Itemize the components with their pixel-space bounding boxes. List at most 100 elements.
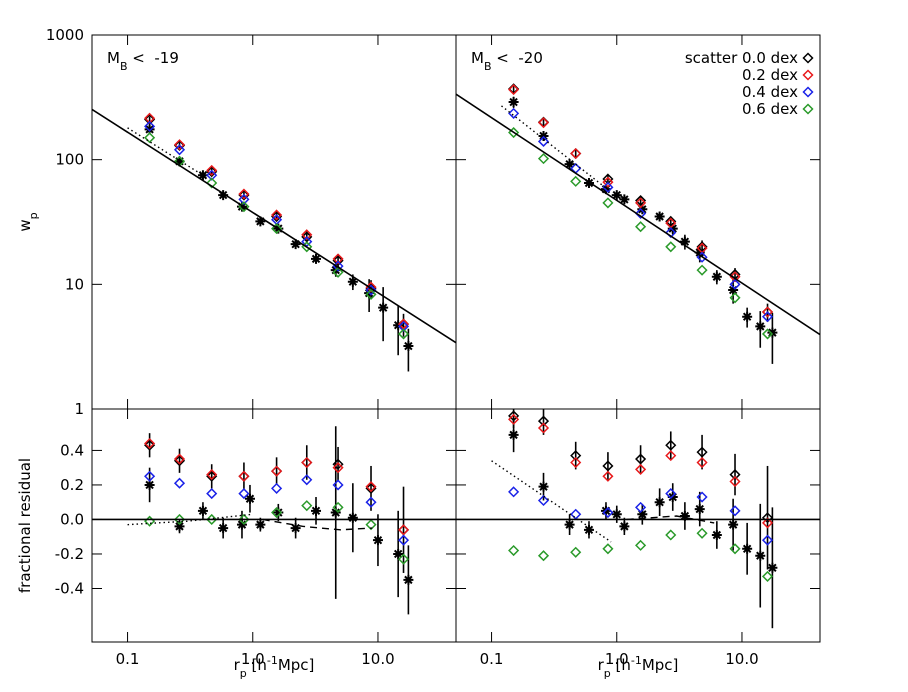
star-point <box>218 523 229 534</box>
diamond-point <box>365 288 377 300</box>
star-point <box>347 276 358 287</box>
plot-area <box>456 409 820 629</box>
panel-annotation-part: M <box>107 49 120 67</box>
star-point <box>508 429 519 440</box>
panel-annotation: MB < -20 <box>471 49 543 73</box>
star-point <box>654 211 665 222</box>
diamond-point <box>729 505 741 517</box>
diamond-point <box>365 496 377 508</box>
diamond-point <box>206 513 218 526</box>
diamond-point <box>635 453 647 465</box>
star-point <box>728 285 739 296</box>
star-point <box>144 479 155 490</box>
diamond-point <box>144 470 156 482</box>
diamond-point <box>332 458 344 470</box>
diamond-point <box>761 517 774 529</box>
x-axis-label-part: [h <box>611 656 631 674</box>
diamond-point <box>206 469 218 481</box>
x-tick-label: 1.0 <box>241 650 265 668</box>
x-tick-label: 1.0 <box>605 650 629 668</box>
diamond-point <box>173 455 186 467</box>
diamond-point <box>206 169 218 181</box>
diamond-point <box>570 546 582 558</box>
star-point <box>290 523 301 534</box>
line-solid <box>456 93 820 336</box>
panel-annotation-part: B <box>120 60 128 73</box>
legend-label: 0.2 dex <box>742 66 798 84</box>
legend-marker <box>802 86 814 98</box>
y-axis-label: wp <box>16 212 40 231</box>
star-point <box>144 124 155 135</box>
diamond-point <box>729 543 741 555</box>
diamond-point <box>238 488 250 500</box>
x-tick-label: 0.1 <box>480 650 504 668</box>
diamond-point <box>206 166 218 178</box>
star-point <box>255 216 266 227</box>
diamond-point <box>332 266 344 278</box>
diamond-point <box>173 513 186 526</box>
diamond-point <box>665 488 677 500</box>
diamond-point <box>537 550 550 562</box>
star-point <box>742 543 753 554</box>
star-point <box>711 271 722 282</box>
diamond-point <box>537 117 550 129</box>
diamond-point <box>301 474 313 486</box>
diamond-point <box>602 176 614 188</box>
y-axis-label-part: w <box>16 219 34 231</box>
panel-annotation: MB < -19 <box>107 49 179 73</box>
diamond-point <box>332 462 344 474</box>
diamond-point <box>635 207 647 220</box>
star-point <box>174 156 185 167</box>
panel-annotation-part: B <box>484 60 492 73</box>
x-axis-label-part: p <box>240 667 247 680</box>
star-point <box>755 550 766 561</box>
x-tick-label: 10.0 <box>361 650 394 668</box>
legend-label: scatter 0.0 dex <box>685 49 798 67</box>
star-point <box>611 190 622 201</box>
y-tick-label: -0.4 <box>55 579 84 597</box>
star-point <box>583 524 594 535</box>
star-point <box>330 507 341 518</box>
diamond-point <box>729 278 741 290</box>
star-point <box>679 511 690 522</box>
star-point <box>236 519 247 530</box>
diamond-point <box>635 463 647 475</box>
diamond-point <box>761 512 774 524</box>
diamond-point <box>397 534 410 546</box>
line-dashed <box>626 515 715 524</box>
x-tick-label: 10.0 <box>725 650 758 668</box>
diamond-point <box>537 422 550 434</box>
diamond-point <box>602 470 614 482</box>
y-axis-label-part: fractional residual <box>16 458 34 593</box>
x-axis-label-part: -1 <box>631 654 642 667</box>
diamond-point <box>238 188 250 200</box>
diamond-point <box>602 506 614 519</box>
diamond-point <box>271 210 283 223</box>
star-point <box>694 504 705 515</box>
diamond-point <box>271 223 283 235</box>
diamond-point <box>602 181 614 193</box>
y-tick-label: 100 <box>55 151 84 169</box>
diamond-point <box>173 453 186 465</box>
diamond-point <box>635 539 647 551</box>
legend-label: 0.6 dex <box>742 100 798 118</box>
line-dotted <box>127 513 253 526</box>
star-point <box>244 493 255 504</box>
diamond-point <box>729 271 741 283</box>
star-point <box>273 507 284 518</box>
diamond-point <box>761 311 774 323</box>
star-point <box>197 505 208 516</box>
diamond-point <box>537 153 550 165</box>
diamond-point <box>665 529 677 541</box>
star-point <box>378 302 389 313</box>
y-tick-label: 0.2 <box>60 476 84 494</box>
diamond-point <box>696 251 708 263</box>
star-point <box>611 509 622 520</box>
star-point <box>508 97 519 108</box>
diamond-point <box>365 482 377 494</box>
star-point <box>711 529 722 540</box>
diamond-point <box>729 469 741 481</box>
diamond-point <box>761 328 774 340</box>
diamond-point <box>761 570 774 582</box>
star-point <box>637 509 648 520</box>
